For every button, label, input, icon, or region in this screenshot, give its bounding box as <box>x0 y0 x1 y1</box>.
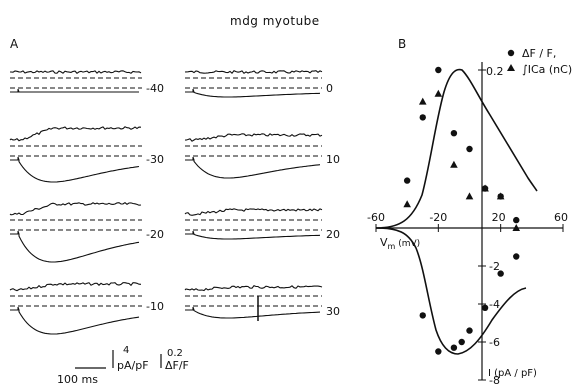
fluorescence-trace <box>10 70 142 75</box>
voltage-label-right-1: 0 <box>326 82 333 95</box>
fluorescence-trace <box>9 202 142 216</box>
ica-point <box>481 184 489 192</box>
current-trace <box>185 156 321 179</box>
figure-title: mdg myotube <box>230 14 320 28</box>
fluorescence-trace <box>9 126 142 142</box>
voltage-label-right-2: 10 <box>326 153 340 166</box>
ica-point <box>403 200 411 208</box>
voltage-label-left-3: -20 <box>146 228 164 241</box>
current-fit-curve <box>375 227 527 355</box>
voltage-label-left-4: -10 <box>146 300 164 313</box>
current-trace <box>185 88 321 98</box>
voltage-label-left-1: -40 <box>146 82 164 95</box>
current-trace <box>10 88 139 93</box>
voltage-label-right-4: 30 <box>326 305 340 318</box>
legend-circle-marker <box>507 49 515 57</box>
voltage-label-left-2: -30 <box>146 153 164 166</box>
legend-dff-label: ΔF / F, <box>522 47 556 60</box>
x-tick-label: -20 <box>429 211 447 224</box>
x-tick-label: 60 <box>554 211 568 224</box>
dff-point <box>435 66 442 74</box>
panel-a-label: A <box>10 37 19 51</box>
ica-point <box>434 89 443 97</box>
ica-point <box>465 192 474 200</box>
current-trace <box>185 306 321 319</box>
time-scale-label: 100 ms <box>57 373 98 386</box>
legend-ica-label: ∫ICa (nC) <box>522 63 572 76</box>
x-tick-label: -60 <box>367 211 385 224</box>
dff-point <box>419 114 426 121</box>
current-point <box>458 338 465 346</box>
y-tick-label: -2 <box>489 260 500 273</box>
current-point <box>435 348 442 355</box>
y-tick-label: -6 <box>489 336 500 349</box>
y-top-tick-label: 0.2 <box>486 65 504 78</box>
legend: ΔF / F, ∫ICa (nC) <box>507 47 572 76</box>
panel-a-traces <box>9 70 323 335</box>
fluorescence-trace <box>184 133 323 142</box>
dff-point <box>450 130 458 137</box>
fluorescence-trace <box>9 282 142 292</box>
y-ticks: -8 -6 -4 -2 <box>478 69 500 387</box>
x-axis-title: Vm (mV) <box>380 236 420 251</box>
dff-point <box>403 177 411 184</box>
current-trace <box>185 230 321 240</box>
scale-bar: 100 ms 4 pA/pF 0.2 ΔF/F <box>57 345 189 386</box>
current-point <box>513 253 520 260</box>
ica-point <box>418 97 427 105</box>
y-tick-label: -4 <box>489 298 500 311</box>
current-trace <box>10 156 140 183</box>
dff-point <box>466 145 473 153</box>
legend-triangle-marker <box>507 64 515 71</box>
fluorescence-scale-value: 0.2 <box>167 348 183 359</box>
data-points <box>403 66 521 355</box>
x-axis-title-v: V <box>380 236 388 249</box>
x-ticks: -60 -20 20 60 <box>367 211 568 232</box>
fluorescence-scale-unit: ΔF/F <box>165 359 189 372</box>
ica-point <box>512 224 521 231</box>
current-point <box>450 344 458 351</box>
x-tick-label: 20 <box>492 211 506 224</box>
current-point <box>497 270 504 277</box>
current-point <box>481 304 489 311</box>
y-tick-label: -8 <box>489 374 500 387</box>
x-axis-title-unit: (mV) <box>395 239 420 249</box>
current-scale-unit: pA/pF <box>117 359 149 372</box>
ica-point <box>450 160 458 168</box>
current-scale-value: 4 <box>123 345 129 356</box>
current-trace <box>10 230 140 263</box>
fluorescence-trace <box>184 285 323 292</box>
y-axis-title: I (pA / pF) <box>488 368 537 379</box>
panel-a-voltage-labels: -40 0 -30 10 -20 20 -10 30 <box>146 82 340 318</box>
current-point <box>419 312 426 319</box>
voltage-label-right-3: 20 <box>326 228 340 241</box>
fluorescence-trace <box>184 208 323 216</box>
current-point <box>466 327 473 334</box>
ica-point <box>496 192 505 200</box>
fluorescence-trace <box>184 70 323 75</box>
current-trace <box>10 306 140 335</box>
fluorescence-fit-curve <box>375 68 538 229</box>
panel-b-label: B <box>398 37 406 51</box>
x-axis-title-sub: m <box>388 242 396 251</box>
dff-point <box>513 216 520 224</box>
